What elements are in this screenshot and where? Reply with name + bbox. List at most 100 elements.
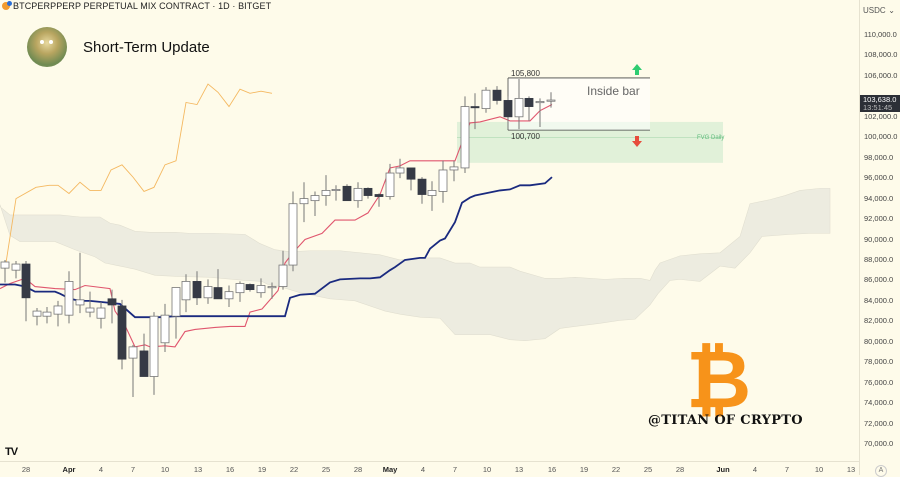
candle-bearish (139, 350, 149, 377)
price-tick-label: 86,000.0 (864, 275, 894, 285)
currency-selector[interactable]: USDC ⌄ (860, 3, 898, 17)
candle-bullish (53, 305, 63, 315)
date-tick-label: 4 (420, 465, 426, 474)
candle-bullish (181, 281, 191, 301)
candle-bullish (203, 286, 213, 299)
auto-scale-button[interactable]: A (875, 465, 887, 477)
date-tick-label: 25 (643, 465, 653, 474)
symbol-header[interactable]: BTCPERPPERP PERPETUAL MIX CONTRACT · 1D … (2, 1, 271, 11)
price-tick-label: 72,000.0 (864, 418, 894, 428)
candle-bullish (460, 106, 470, 169)
candle-bullish (481, 89, 491, 110)
time-axis-divider (0, 461, 859, 462)
arrow-up-icon (632, 64, 642, 75)
box-low-label: 100,700 (511, 132, 540, 141)
price-tick-label: 96,000.0 (864, 173, 894, 183)
last-price: 103,638.0 (863, 95, 897, 104)
chart-title: Short-Term Update (83, 39, 210, 56)
candle-bullish (395, 167, 405, 174)
tradingview-logo-icon[interactable]: TV (5, 446, 18, 458)
date-tick-label: 4 (98, 465, 104, 474)
price-chart-canvas[interactable] (0, 0, 859, 461)
date-tick-label: 19 (257, 465, 267, 474)
candle-bullish (331, 188, 341, 191)
price-axis-divider (859, 0, 860, 475)
author-avatar (27, 27, 67, 67)
currency-label: USDC (863, 5, 886, 15)
candle-bearish (213, 287, 223, 300)
price-tick-label: 106,000.0 (864, 70, 898, 80)
date-tick-label: May (382, 465, 398, 474)
candle-bullish (449, 166, 459, 171)
candle-bullish (546, 99, 556, 102)
date-tick-label: 28 (21, 465, 31, 474)
candle-bearish (363, 187, 373, 196)
last-price-tag: 103,638.0 13:51:45 (860, 95, 900, 112)
price-tick-label: 92,000.0 (864, 214, 894, 224)
candle-bullish (288, 203, 298, 266)
price-tick-label: 84,000.0 (864, 295, 894, 305)
candle-bearish (470, 106, 480, 109)
candle-bullish (267, 286, 277, 289)
candle-bearish (192, 281, 202, 299)
candle-bearish (417, 178, 427, 195)
candle-bullish (0, 261, 10, 269)
chevron-down-icon: ⌄ (888, 5, 895, 15)
arrow-down-icon (632, 136, 642, 147)
candle-bearish (245, 284, 255, 291)
date-tick-label: 22 (289, 465, 299, 474)
candle-bullish (514, 97, 524, 118)
date-tick-label: Apr (62, 465, 76, 474)
box-high-label: 105,800 (511, 69, 540, 78)
date-tick-label: 19 (579, 465, 589, 474)
date-tick-label: 7 (452, 465, 458, 474)
price-tick-label: 94,000.0 (864, 193, 894, 203)
date-tick-label: 16 (225, 465, 235, 474)
candle-bullish (32, 310, 42, 317)
candle-bullish (224, 291, 234, 300)
candle-bullish (235, 283, 245, 294)
date-tick-label: 28 (353, 465, 363, 474)
bitcoin-logo-icon: ₿ (686, 333, 752, 426)
candle-bullish (75, 299, 85, 306)
date-tick-label: 7 (130, 465, 136, 474)
candle-bullish (128, 346, 138, 359)
candle-bullish (160, 314, 170, 344)
candle-bullish (85, 307, 95, 313)
fvg-daily-label: FVG Daily (697, 135, 725, 141)
candle-bearish (21, 263, 31, 299)
candle-bullish (96, 307, 106, 319)
candle-bullish (535, 101, 545, 104)
candle-bullish (11, 263, 21, 271)
symbol-title: BTCPERPPERP PERPETUAL MIX CONTRACT · 1D … (13, 1, 272, 11)
price-tick-label: 76,000.0 (864, 377, 894, 387)
candle-bullish (42, 311, 52, 317)
candle-bearish (374, 194, 384, 197)
date-tick-label: 10 (814, 465, 824, 474)
candle-bullish (278, 264, 288, 287)
price-tick-label: 74,000.0 (864, 398, 894, 408)
price-tick-label: 78,000.0 (864, 357, 894, 367)
candle-bullish (64, 281, 74, 316)
date-tick-label: 10 (160, 465, 170, 474)
ichimoku-cloud (0, 188, 831, 342)
candle-bearish (492, 89, 502, 101)
author-watermark: @TITAN OF CRYPTO (648, 413, 803, 428)
date-tick-label: 7 (784, 465, 790, 474)
candle-bullish (385, 172, 395, 197)
price-tick-label: 98,000.0 (864, 152, 894, 162)
price-tick-label: 70,000.0 (864, 439, 894, 448)
price-tick-label: 90,000.0 (864, 234, 894, 244)
date-tick-label: 4 (752, 465, 758, 474)
price-tick-label: 100,000.0 (864, 132, 898, 142)
candle-bullish (427, 190, 437, 196)
candle-bearish (503, 100, 513, 118)
date-tick-label: 16 (547, 465, 557, 474)
candle-bearish (524, 97, 534, 107)
candle-bearish (107, 298, 117, 306)
candle-bearish (406, 167, 416, 180)
price-tick-label: 88,000.0 (864, 254, 894, 264)
candle-bearish (342, 185, 352, 202)
date-tick-label: 13 (514, 465, 524, 474)
price-tick-label: 108,000.0 (864, 50, 898, 60)
